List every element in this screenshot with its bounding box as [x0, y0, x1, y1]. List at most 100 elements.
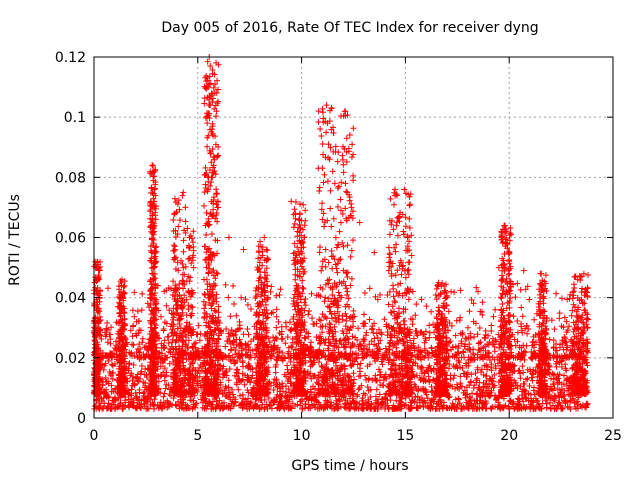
data-point — [270, 397, 277, 404]
data-point — [564, 327, 571, 334]
data-point — [454, 365, 461, 372]
data-point — [423, 391, 430, 398]
data-point — [277, 395, 284, 402]
data-point — [396, 397, 403, 404]
data-point — [491, 371, 498, 378]
data-point — [558, 323, 565, 330]
data-point — [558, 363, 565, 370]
data-point — [342, 180, 349, 187]
data-point — [366, 361, 373, 368]
data-point — [245, 374, 252, 381]
data-point — [264, 295, 271, 302]
data-point — [466, 341, 473, 348]
data-point — [308, 395, 315, 402]
data-point — [157, 399, 164, 406]
data-point — [239, 405, 246, 412]
data-point — [127, 372, 134, 379]
data-point — [160, 400, 167, 407]
data-point — [127, 327, 134, 334]
data-point — [352, 355, 359, 362]
data-point — [349, 141, 356, 148]
data-point — [136, 327, 143, 334]
data-point — [288, 394, 295, 401]
data-point — [343, 285, 350, 292]
data-point — [223, 372, 230, 379]
data-point — [264, 247, 271, 254]
data-point — [385, 405, 392, 412]
data-point — [360, 397, 367, 404]
data-point — [279, 402, 286, 409]
data-point — [377, 371, 384, 378]
data-point — [542, 397, 549, 404]
data-point — [449, 400, 456, 407]
data-point — [322, 246, 329, 253]
data-point — [343, 291, 350, 298]
data-point — [250, 404, 257, 411]
data-point — [492, 365, 499, 372]
data-point — [134, 399, 141, 406]
data-point — [292, 403, 299, 410]
data-point — [382, 400, 389, 407]
data-point — [335, 149, 342, 156]
data-point — [270, 334, 277, 341]
data-point — [518, 344, 525, 351]
data-point — [284, 362, 291, 369]
data-point — [472, 401, 479, 408]
data-point — [523, 342, 530, 349]
data-point — [166, 391, 173, 398]
data-point — [404, 339, 411, 346]
data-point — [445, 394, 452, 401]
data-point — [426, 334, 433, 341]
data-point — [219, 374, 226, 381]
data-point — [297, 398, 304, 405]
data-point — [455, 396, 462, 403]
data-point — [268, 405, 275, 412]
data-point — [350, 125, 357, 132]
data-point — [430, 398, 437, 405]
data-point — [170, 216, 177, 223]
data-point — [383, 351, 390, 358]
data-point — [322, 294, 329, 301]
data-point — [350, 177, 357, 184]
data-point — [482, 405, 489, 412]
data-point — [564, 403, 571, 410]
data-point — [464, 391, 471, 398]
data-point — [104, 403, 111, 410]
data-point — [256, 249, 263, 256]
data-point — [478, 400, 485, 407]
data-point — [266, 401, 273, 408]
data-point — [182, 218, 189, 225]
data-point — [474, 404, 481, 411]
data-point — [176, 217, 183, 224]
data-point — [354, 361, 361, 368]
data-point — [158, 372, 165, 379]
data-point — [276, 405, 283, 412]
data-point — [519, 363, 526, 370]
data-point — [553, 340, 560, 347]
data-point — [293, 330, 300, 337]
data-point — [527, 404, 534, 411]
data-point — [376, 391, 383, 398]
data-point — [549, 370, 556, 377]
data-point — [323, 361, 330, 368]
data-point — [131, 353, 138, 360]
data-point — [129, 377, 136, 384]
data-point — [482, 347, 489, 354]
data-point — [345, 295, 352, 302]
data-point — [517, 375, 524, 382]
data-point — [555, 375, 562, 382]
data-point — [291, 206, 298, 213]
data-point — [232, 359, 239, 366]
data-point — [496, 344, 503, 351]
data-point — [246, 346, 253, 353]
data-point — [201, 189, 208, 196]
data-point — [373, 386, 380, 393]
data-point — [197, 361, 204, 368]
data-point — [368, 338, 375, 345]
data-point — [136, 389, 143, 396]
data-point — [563, 367, 570, 374]
data-point — [476, 386, 483, 393]
data-point — [449, 383, 456, 390]
data-point — [138, 368, 145, 375]
data-point — [575, 405, 582, 412]
